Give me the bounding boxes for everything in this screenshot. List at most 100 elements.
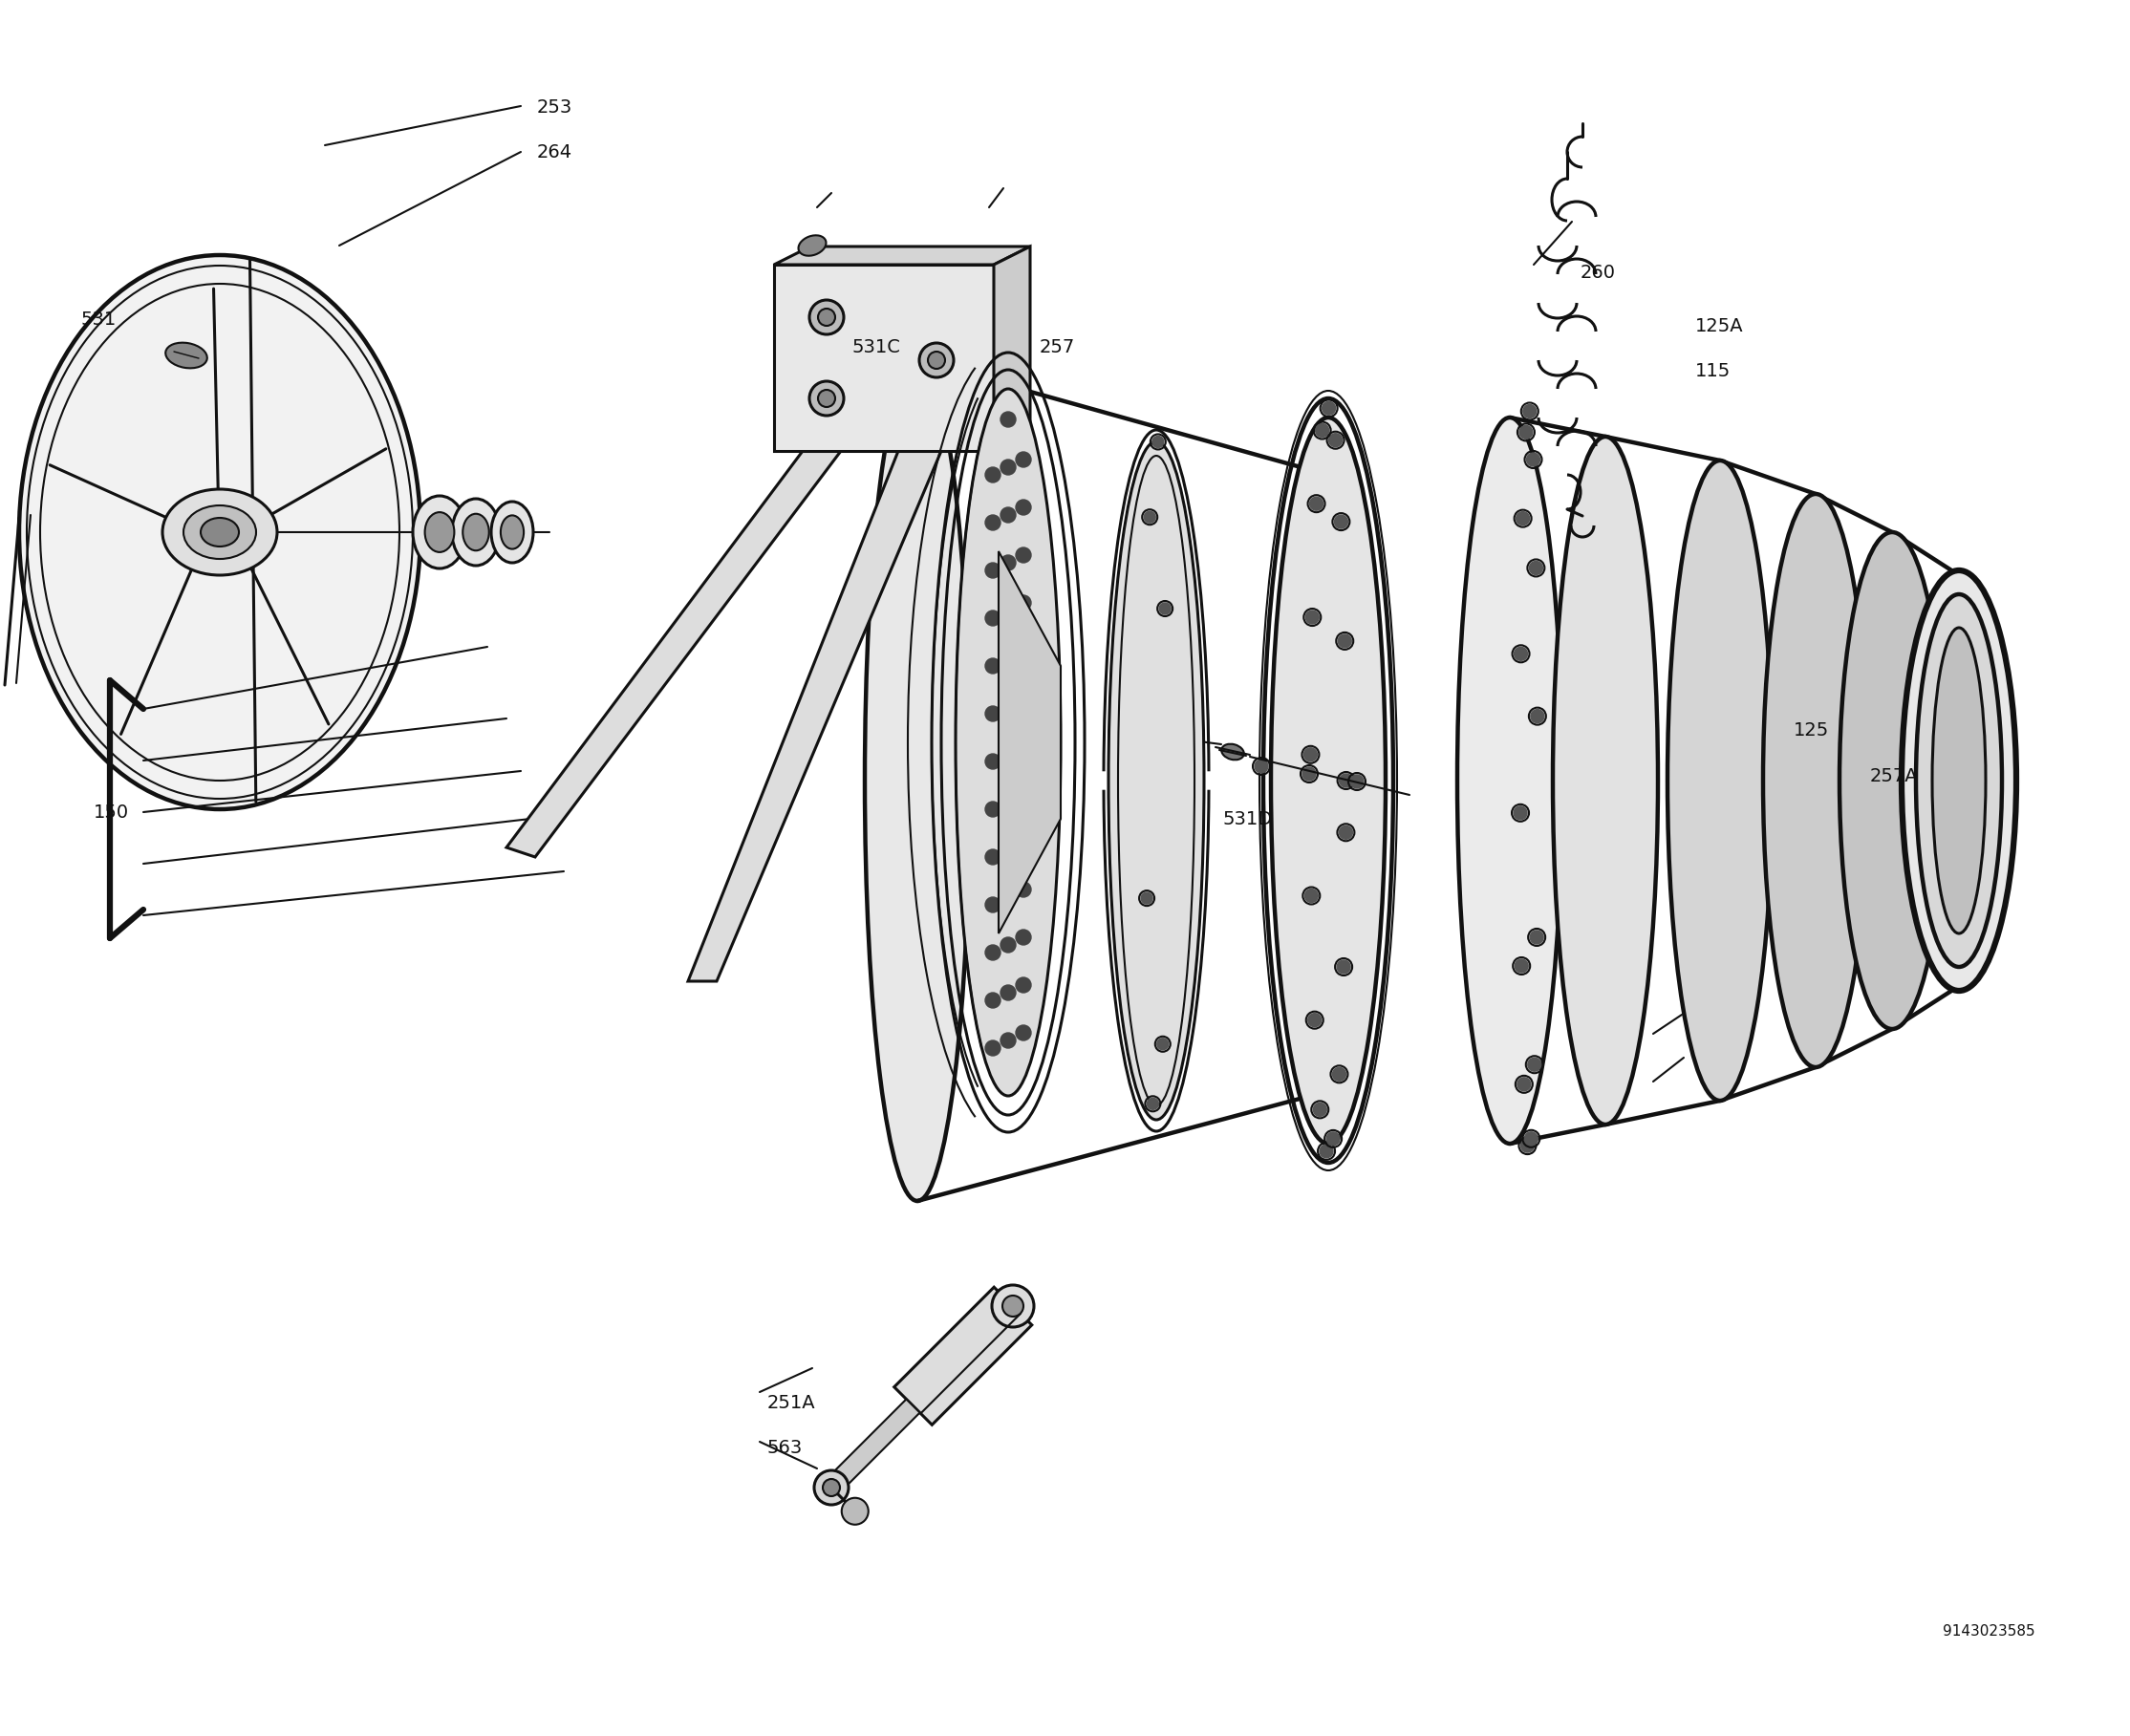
Ellipse shape [1906,575,2011,986]
Ellipse shape [929,352,946,368]
Ellipse shape [1272,418,1387,1144]
Circle shape [1001,937,1016,953]
Circle shape [1523,404,1536,418]
Ellipse shape [413,496,466,568]
Circle shape [1001,1033,1016,1049]
Circle shape [1016,833,1031,849]
Text: 264: 264 [537,144,573,161]
Ellipse shape [183,505,256,559]
Circle shape [986,516,1001,529]
Circle shape [1301,767,1316,781]
Ellipse shape [501,516,524,549]
Polygon shape [895,1286,1031,1425]
Circle shape [1001,651,1016,667]
Circle shape [1338,634,1350,648]
Circle shape [986,562,1001,578]
Circle shape [1016,882,1031,898]
Circle shape [1350,774,1363,788]
Ellipse shape [166,342,207,368]
Text: 260: 260 [1580,264,1617,281]
Circle shape [1323,401,1336,415]
Circle shape [1001,602,1016,618]
Circle shape [1527,1057,1542,1071]
Circle shape [1529,561,1542,575]
Ellipse shape [162,490,277,575]
Polygon shape [773,247,1031,264]
Text: 115: 115 [1695,363,1732,380]
Circle shape [1329,434,1342,446]
Circle shape [986,944,1001,960]
Ellipse shape [19,255,420,809]
Circle shape [1525,1132,1538,1146]
Circle shape [1333,516,1348,528]
Circle shape [1306,611,1318,623]
Circle shape [1314,1102,1327,1116]
Ellipse shape [865,359,969,1201]
Circle shape [1304,748,1316,762]
Circle shape [1001,984,1016,1000]
Ellipse shape [1764,495,1868,1068]
Circle shape [1016,929,1031,944]
Circle shape [986,467,1001,483]
Circle shape [1306,889,1318,903]
Text: 125: 125 [1793,722,1830,740]
Ellipse shape [841,1498,869,1524]
Circle shape [1338,960,1350,974]
Text: 257: 257 [1039,339,1076,356]
Circle shape [1159,602,1172,615]
Circle shape [1521,1139,1534,1153]
Polygon shape [688,451,941,981]
Text: 531D: 531D [1223,811,1272,828]
Circle shape [1327,1132,1340,1146]
Polygon shape [773,264,995,451]
Circle shape [986,611,1001,625]
Circle shape [1152,436,1163,448]
Ellipse shape [818,391,835,406]
Circle shape [986,753,1001,769]
Circle shape [1001,842,1016,858]
Circle shape [1016,691,1031,707]
Circle shape [1514,960,1527,972]
Text: 125A: 125A [1695,318,1744,335]
Polygon shape [995,247,1031,451]
Circle shape [1001,507,1016,523]
Circle shape [1517,1078,1531,1090]
Circle shape [1514,806,1527,819]
Circle shape [1333,1068,1346,1082]
Polygon shape [999,552,1061,934]
Circle shape [1144,512,1154,523]
Circle shape [1016,642,1031,658]
Circle shape [1016,595,1031,611]
Ellipse shape [1220,745,1244,760]
Circle shape [1142,892,1152,904]
Circle shape [1321,1144,1333,1158]
Ellipse shape [809,382,843,415]
Ellipse shape [920,344,954,377]
Circle shape [1001,746,1016,762]
Circle shape [1016,786,1031,802]
Circle shape [1016,451,1031,467]
Ellipse shape [822,1479,839,1496]
Ellipse shape [818,309,835,326]
Circle shape [1517,512,1529,526]
Text: 150: 150 [94,804,130,821]
Circle shape [1001,793,1016,809]
Circle shape [1001,556,1016,571]
Ellipse shape [1003,1295,1022,1316]
Ellipse shape [1917,594,2002,967]
Circle shape [1531,710,1544,722]
Text: 251A: 251A [767,1394,816,1411]
Ellipse shape [1553,437,1657,1125]
Circle shape [1308,1014,1321,1026]
Ellipse shape [809,300,843,335]
Ellipse shape [424,512,454,552]
Circle shape [1016,547,1031,562]
Circle shape [1514,648,1527,660]
Ellipse shape [1457,418,1563,1144]
Text: 253: 253 [537,99,573,116]
Text: 257A: 257A [1870,767,1919,785]
Circle shape [1016,500,1031,516]
Circle shape [1519,425,1534,439]
Circle shape [1001,411,1016,427]
Ellipse shape [1668,460,1772,1101]
